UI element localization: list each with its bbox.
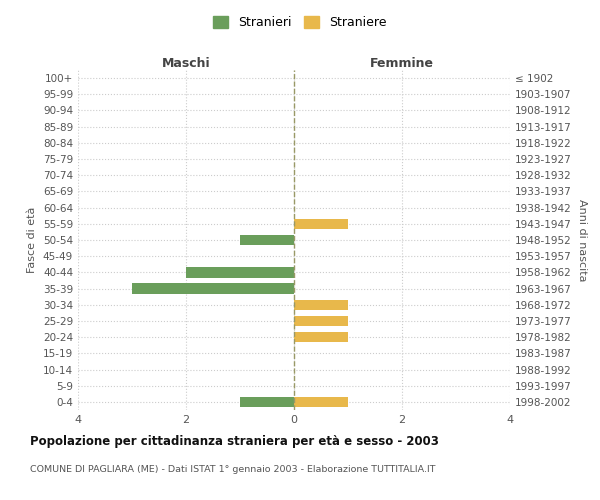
Y-axis label: Fasce di età: Fasce di età <box>28 207 37 273</box>
Text: COMUNE DI PAGLIARA (ME) - Dati ISTAT 1° gennaio 2003 - Elaborazione TUTTITALIA.I: COMUNE DI PAGLIARA (ME) - Dati ISTAT 1° … <box>30 465 436 474</box>
Bar <box>132 284 294 294</box>
Bar <box>240 396 294 407</box>
Text: Maschi: Maschi <box>161 57 211 70</box>
Text: Femmine: Femmine <box>370 57 434 70</box>
Text: Popolazione per cittadinanza straniera per età e sesso - 2003: Popolazione per cittadinanza straniera p… <box>30 435 439 448</box>
Bar <box>294 300 348 310</box>
Legend: Stranieri, Straniere: Stranieri, Straniere <box>208 11 392 34</box>
Bar <box>240 234 294 246</box>
Bar <box>294 218 348 229</box>
Bar <box>294 316 348 326</box>
Y-axis label: Anni di nascita: Anni di nascita <box>577 198 587 281</box>
Bar <box>294 332 348 342</box>
Bar <box>294 396 348 407</box>
Bar <box>186 267 294 278</box>
